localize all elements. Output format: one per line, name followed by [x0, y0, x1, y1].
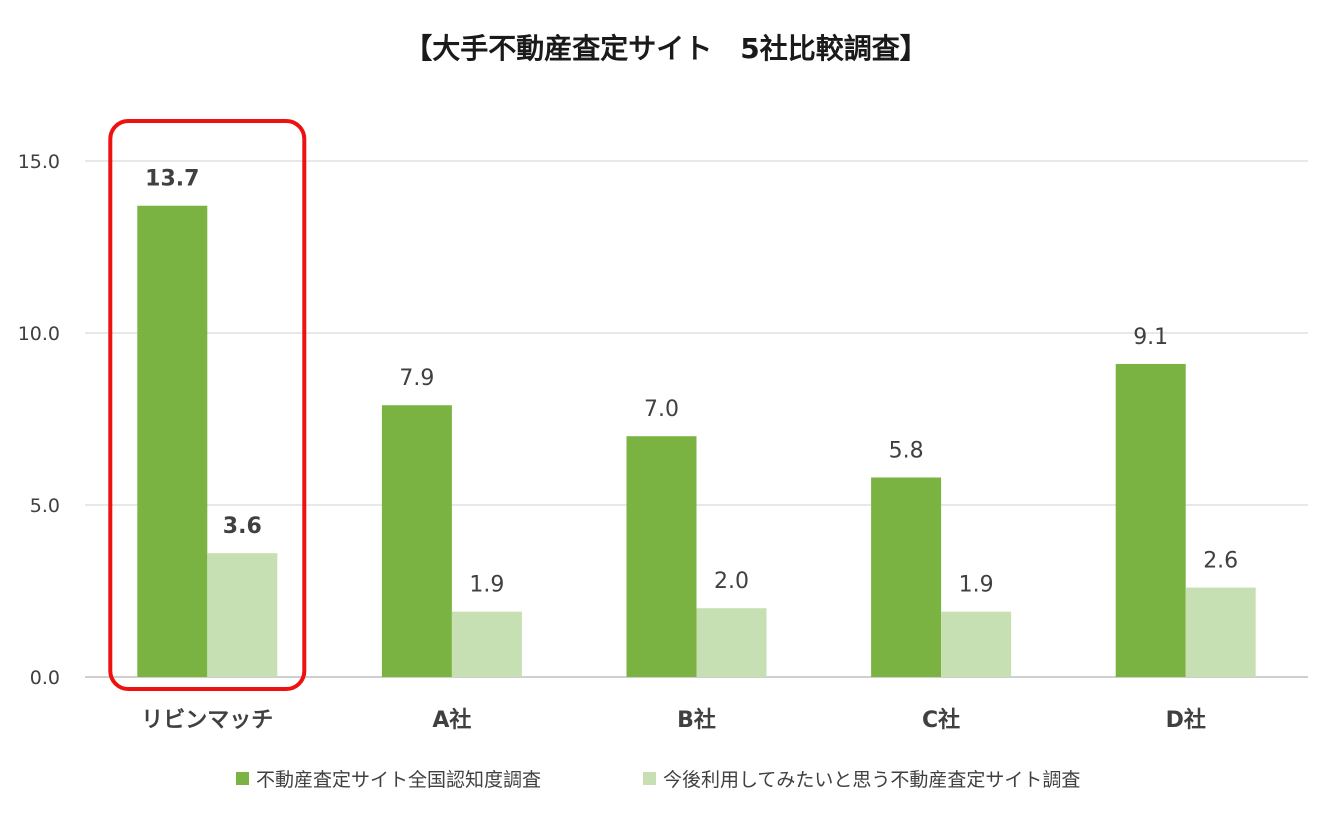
category-label: B社: [677, 707, 716, 733]
y-tick-label: 0.0: [30, 667, 60, 689]
bar-series1: [137, 205, 208, 677]
legend-swatch: [643, 772, 656, 785]
data-label: 1.9: [959, 573, 994, 598]
data-labels: 13.7 3.6 7.9 1.9 7.0 2.0 5.8 1.9 9.1 2.6: [145, 167, 1238, 598]
bar-series2: [696, 608, 767, 677]
bar-series1: [381, 405, 452, 677]
bar-series2: [941, 611, 1012, 677]
data-label: 2.0: [714, 569, 749, 594]
x-axis-categories: リビンマッチ A社 B社 C社 D社: [141, 707, 1206, 733]
bar-series1: [1115, 363, 1186, 677]
bars: [137, 205, 1256, 677]
data-label: 9.1: [1133, 325, 1168, 350]
chart-title: 【大手不動産査定サイト 5社比較調査】: [404, 32, 928, 65]
bar-series1: [626, 436, 697, 677]
category-label: C社: [922, 707, 960, 733]
data-label: 7.0: [644, 397, 679, 422]
category-label: D社: [1166, 707, 1206, 733]
y-tick-label: 5.0: [30, 495, 60, 517]
legend-label: 不動産査定サイト全国認知度調査: [256, 769, 541, 791]
y-tick-label: 15.0: [18, 151, 60, 173]
data-label: 2.6: [1203, 549, 1238, 574]
bar-series1: [871, 477, 942, 677]
legend-label: 今後利用してみたいと思う不動産査定サイト調査: [663, 769, 1080, 791]
bar-series2: [451, 611, 522, 677]
category-label: A社: [432, 707, 471, 733]
category-label: リビンマッチ: [141, 708, 273, 733]
legend-swatch: [236, 772, 249, 785]
y-tick-label: 10.0: [18, 323, 60, 345]
y-axis-ticks: 0.0 5.0 10.0 15.0: [18, 151, 60, 689]
bar-series2: [207, 553, 278, 677]
legend: 不動産査定サイト全国認知度調査 今後利用してみたいと思う不動産査定サイト調査: [236, 769, 1080, 791]
data-label: 1.9: [469, 573, 504, 598]
data-label: 7.9: [399, 366, 434, 391]
data-label: 3.6: [223, 514, 262, 539]
highlight-box: [108, 119, 307, 691]
bar-series2: [1185, 587, 1256, 677]
data-label: 5.8: [889, 438, 924, 463]
data-label: 13.7: [145, 167, 199, 192]
